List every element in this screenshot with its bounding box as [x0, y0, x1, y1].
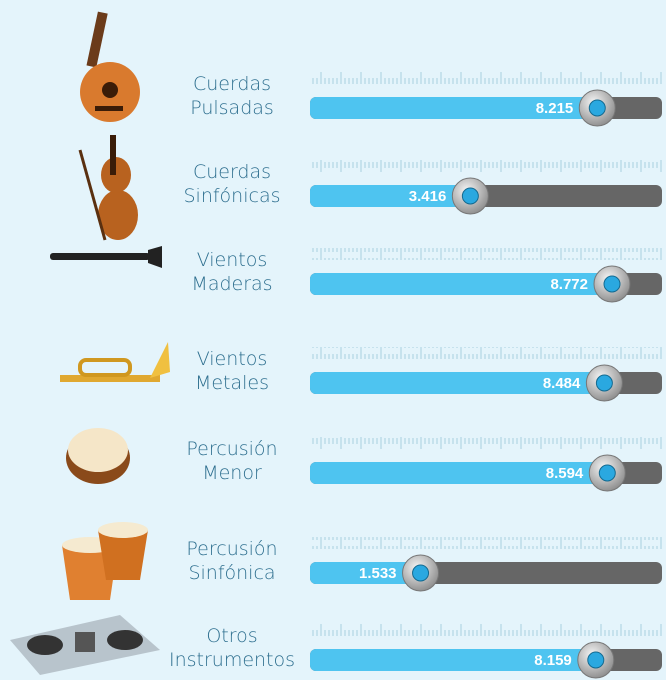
ruler	[310, 624, 662, 636]
icon-trumpet	[60, 342, 170, 382]
category-label: Sinfónica	[188, 562, 275, 584]
icon-dj	[10, 615, 160, 675]
category-label: Cuerdas	[193, 161, 271, 183]
value-label: 8.772	[550, 276, 588, 293]
ruler	[310, 248, 662, 260]
category-label: Cuerdas	[193, 73, 271, 95]
value-label: 1.533	[359, 565, 397, 582]
category-label: Percusión	[186, 438, 277, 460]
knob-center	[604, 276, 620, 292]
ruler	[310, 347, 662, 359]
knob-center	[589, 100, 605, 116]
icon-timpani	[62, 522, 148, 600]
knob-center	[588, 652, 604, 668]
knob-center	[596, 375, 612, 391]
value-label: 8.594	[546, 465, 584, 482]
ruler	[310, 537, 662, 549]
value-label: 8.484	[543, 375, 581, 392]
ruler	[310, 437, 662, 449]
knob-center	[413, 565, 429, 581]
category-label: Sinfónicas	[183, 185, 280, 207]
category-label: Otros	[206, 625, 257, 647]
ruler	[310, 72, 662, 84]
category-label: Percusión	[186, 538, 277, 560]
chart: CuerdasPulsadas8.215CuerdasSinfónicas3.4…	[0, 0, 666, 680]
category-label: Metales	[195, 372, 269, 394]
value-label: 3.416	[409, 188, 447, 205]
icon-tambourine	[66, 428, 130, 484]
knob-center	[462, 188, 478, 204]
category-label: Pulsadas	[190, 97, 274, 119]
category-label: Menor	[202, 462, 262, 484]
icon-guitar	[80, 12, 140, 122]
category-label: Instrumentos	[169, 649, 295, 671]
icon-violin	[80, 135, 138, 240]
category-label: Vientos	[197, 348, 268, 370]
ruler	[310, 160, 662, 172]
knob-center	[599, 465, 615, 481]
icons	[10, 12, 170, 675]
category-label: Maderas	[191, 273, 272, 295]
value-label: 8.159	[534, 652, 572, 669]
value-label: 8.215	[536, 100, 574, 117]
icon-clarinet	[50, 246, 162, 268]
category-label: Vientos	[197, 249, 268, 271]
